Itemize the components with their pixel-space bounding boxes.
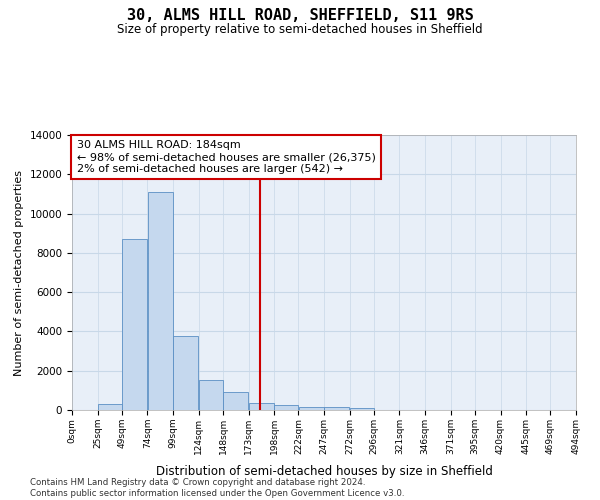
Bar (274, 405, 298, 410)
Text: 30 ALMS HILL ROAD: 184sqm
← 98% of semi-detached houses are smaller (26,375)
2% : 30 ALMS HILL ROAD: 184sqm ← 98% of semi-… (77, 140, 376, 173)
Y-axis label: Number of semi-detached properties: Number of semi-detached properties (14, 170, 24, 376)
Text: Distribution of semi-detached houses by size in Sheffield: Distribution of semi-detached houses by … (155, 464, 493, 477)
Bar (223, 392, 248, 410)
Bar (98, 404, 122, 410)
Bar (122, 239, 148, 410)
Bar (248, 403, 274, 410)
Text: Size of property relative to semi-detached houses in Sheffield: Size of property relative to semi-detach… (117, 22, 483, 36)
Bar (324, 407, 349, 410)
Text: 30, ALMS HILL ROAD, SHEFFIELD, S11 9RS: 30, ALMS HILL ROAD, SHEFFIELD, S11 9RS (127, 8, 473, 22)
Bar (299, 407, 324, 410)
Bar (350, 408, 374, 410)
Bar (173, 336, 199, 410)
Bar (148, 192, 173, 410)
Text: Contains HM Land Registry data © Crown copyright and database right 2024.
Contai: Contains HM Land Registry data © Crown c… (30, 478, 404, 498)
Bar (199, 380, 223, 410)
